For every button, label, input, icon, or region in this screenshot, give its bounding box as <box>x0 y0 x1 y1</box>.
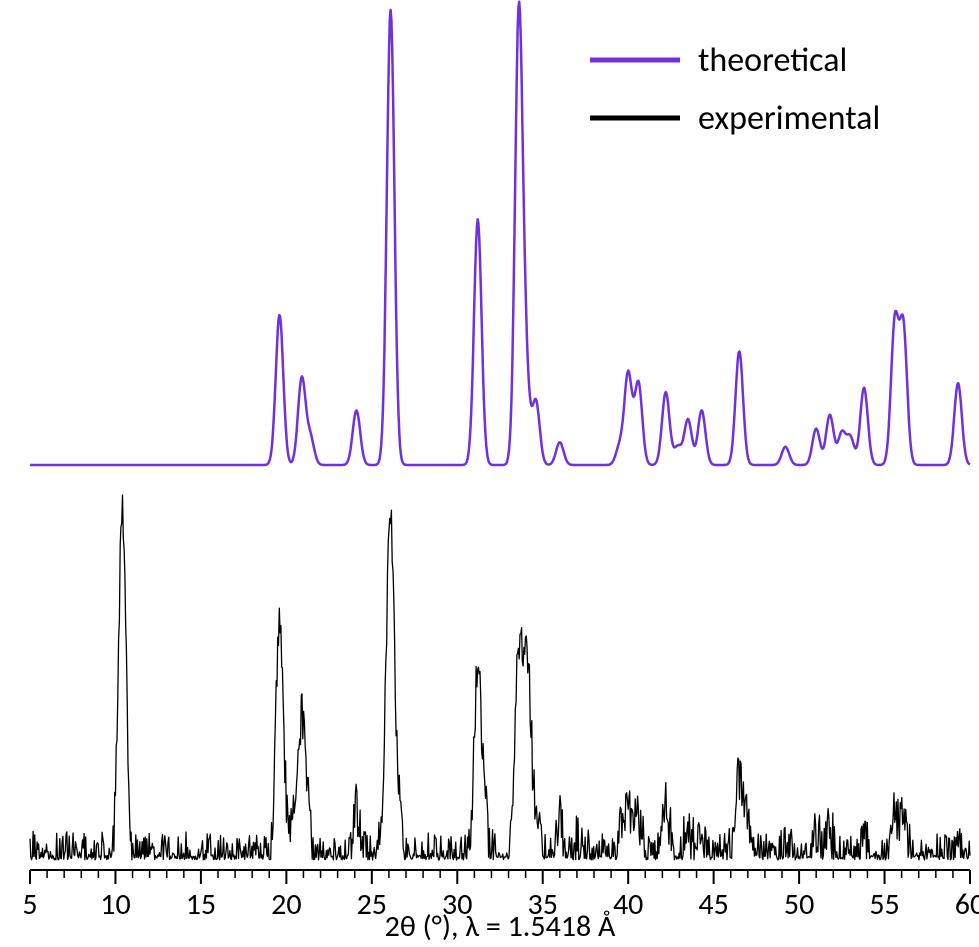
x-tick-label: 15 <box>186 886 216 923</box>
x-tick-label: 20 <box>271 886 301 923</box>
trace-experimental <box>30 495 970 860</box>
x-tick-label: 25 <box>357 886 387 923</box>
x-tick-label: 50 <box>784 886 814 923</box>
xrd-chart: 510152025303540455055602θ (°), λ = 1.541… <box>0 0 979 947</box>
chart-svg: 510152025303540455055602θ (°), λ = 1.541… <box>0 0 979 947</box>
x-tick-label: 10 <box>100 886 130 923</box>
x-tick-label: 45 <box>698 886 728 923</box>
x-tick-label: 5 <box>22 886 37 923</box>
legend-label-experimental: experimental <box>698 98 880 139</box>
x-tick-label: 60 <box>955 886 979 923</box>
x-tick-label: 40 <box>613 886 643 923</box>
x-tick-label: 55 <box>869 886 899 923</box>
x-axis-label: 2θ (°), λ = 1.5418 Å <box>385 908 616 945</box>
legend-label-theoretical: theoretical <box>698 40 847 81</box>
